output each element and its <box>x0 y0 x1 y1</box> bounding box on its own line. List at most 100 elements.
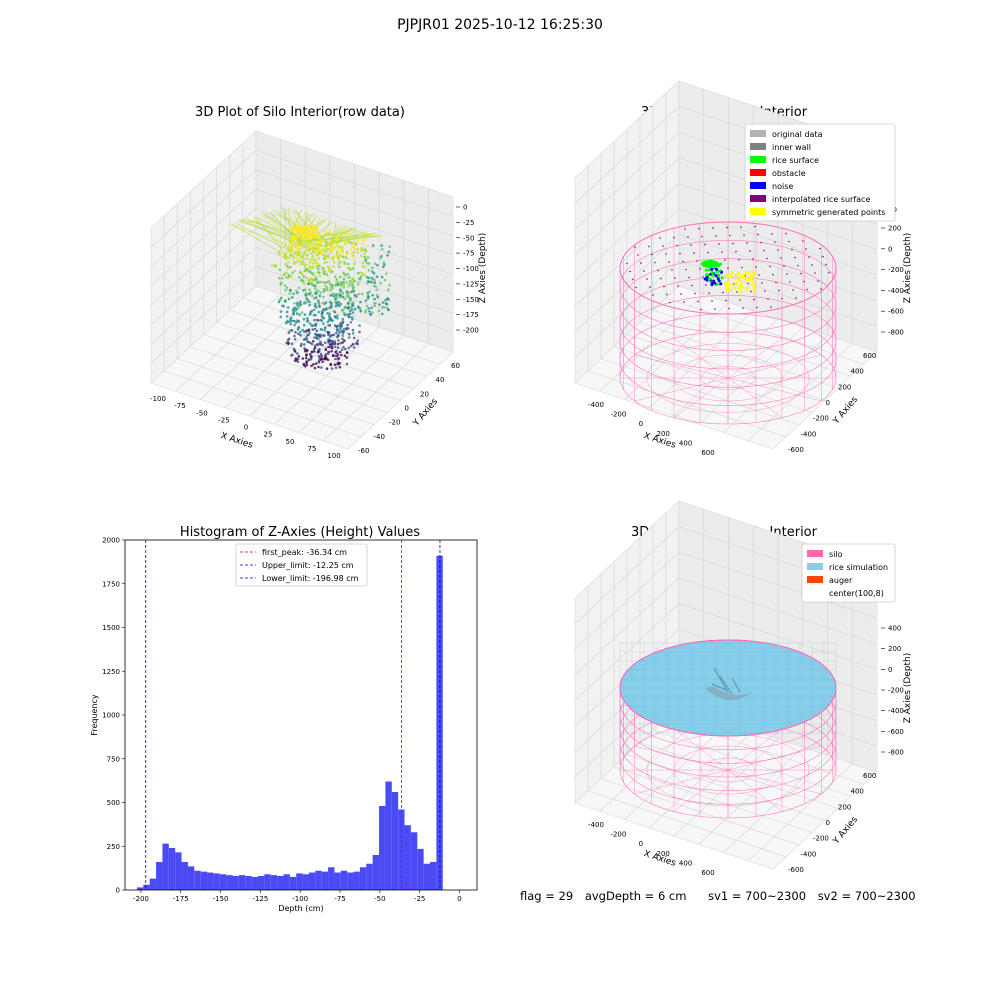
chart1-y-tick-label: -60 <box>358 447 369 455</box>
chart1-x-tick-label: -75 <box>174 402 185 410</box>
data-point <box>341 330 345 334</box>
class-point <box>752 284 756 288</box>
interp-point <box>685 268 687 271</box>
interp-point <box>727 267 729 269</box>
data-point <box>324 348 328 352</box>
data-point <box>346 294 349 297</box>
class-point <box>747 277 750 281</box>
auger-pit <box>705 686 752 701</box>
chart1-x-tick-label: -100 <box>150 395 166 403</box>
data-point <box>299 333 302 337</box>
data-point <box>312 363 315 366</box>
interp-point <box>669 301 671 304</box>
data-point <box>294 357 298 360</box>
data-point <box>337 262 340 266</box>
data-point <box>316 289 320 293</box>
data-point <box>327 280 331 283</box>
hist-ytick-label: 1250 <box>102 668 120 676</box>
chart4-legend-frame <box>801 543 896 603</box>
data-point <box>294 235 298 239</box>
data-point <box>342 283 345 286</box>
data-point <box>297 326 301 329</box>
data-point <box>331 239 335 242</box>
data-point <box>318 294 322 298</box>
data-point <box>318 347 321 351</box>
hist-bar <box>379 806 386 890</box>
data-point <box>284 256 287 259</box>
data-point <box>328 324 332 327</box>
interp-point <box>808 256 810 258</box>
data-point <box>305 329 308 332</box>
hist-bar <box>251 876 258 891</box>
hist-legend-label: Upper_limit: -12.25 cm <box>262 561 354 570</box>
data-point <box>287 331 291 335</box>
data-point <box>308 266 312 269</box>
data-point <box>387 250 391 254</box>
data-point <box>322 316 326 320</box>
data-point <box>287 297 291 301</box>
class-point <box>719 282 723 286</box>
chart4-legend-swatch <box>806 588 824 597</box>
chart1-x-tick-label: -25 <box>218 416 229 424</box>
interp-point <box>819 247 821 250</box>
data-point <box>314 287 317 291</box>
data-point <box>300 278 303 282</box>
data-point <box>296 352 299 355</box>
interp-point <box>758 274 760 276</box>
data-point <box>289 265 292 269</box>
chart2-legend-swatch <box>750 195 766 202</box>
data-point <box>302 363 306 367</box>
info-line: flag = 29 avgDepth = 6 cm sv1 = 700~2300… <box>520 889 924 903</box>
data-point <box>333 354 337 358</box>
interp-point <box>721 251 723 253</box>
data-point <box>368 310 371 313</box>
hist-ytick-label: 1500 <box>102 624 120 632</box>
chart1-y-tick-label: 40 <box>436 376 445 384</box>
chart1-ztick-label: 0 <box>463 204 467 212</box>
data-point <box>359 275 363 279</box>
data-point <box>326 254 330 258</box>
data-point <box>314 290 318 294</box>
data-point <box>367 295 370 298</box>
data-point <box>296 304 299 307</box>
data-point <box>327 319 331 322</box>
hist-xtick-label: -25 <box>414 895 425 903</box>
data-point <box>349 306 352 310</box>
data-point <box>379 257 382 260</box>
data-point <box>320 238 323 242</box>
data-point <box>319 252 323 256</box>
chart3-xlabel: Depth (cm) <box>278 904 323 913</box>
data-point <box>298 313 302 316</box>
data-point <box>302 256 305 260</box>
data-point <box>287 266 290 270</box>
data-point <box>350 290 354 294</box>
chart1-x-tick-label: -50 <box>196 409 207 417</box>
data-point <box>319 342 323 345</box>
grid-line <box>150 266 454 364</box>
chart2-x-tick-label: -200 <box>610 411 626 419</box>
data-point <box>301 357 305 360</box>
interp-point <box>783 265 785 267</box>
class-point <box>739 290 743 294</box>
interp-point <box>652 294 654 296</box>
data-point <box>287 246 290 250</box>
interp-point <box>722 291 724 294</box>
data-point <box>305 354 308 357</box>
chart1-plot: -100-75-50-250255075100-60-40-2002040600… <box>150 130 479 460</box>
class-point <box>705 277 709 281</box>
chart1-ztick-label: -175 <box>463 311 479 319</box>
hist-bar <box>136 887 144 891</box>
data-point <box>335 280 338 284</box>
data-point <box>307 233 311 237</box>
data-point <box>363 266 367 269</box>
data-point <box>357 280 360 284</box>
data-point <box>313 346 317 350</box>
class-point <box>752 286 756 290</box>
data-point <box>386 254 389 257</box>
chart1-x-tick-label: 75 <box>308 445 317 453</box>
data-point <box>381 247 384 251</box>
interp-point <box>725 299 727 302</box>
data-point <box>347 336 351 339</box>
data-point <box>334 275 337 279</box>
data-point <box>332 309 336 313</box>
